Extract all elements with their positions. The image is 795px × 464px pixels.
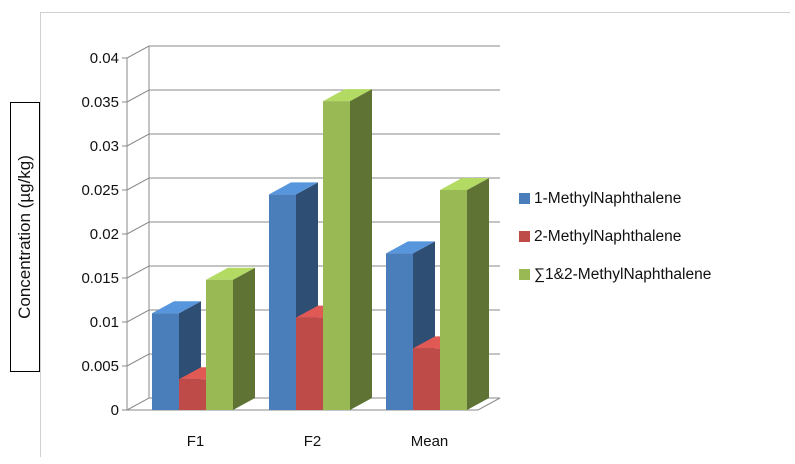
legend-label: ∑1&2-MethylNaphthalene — [534, 266, 711, 283]
y-tick-label: 0.035 — [81, 94, 119, 111]
bar-1-2-methylnaphthalene-f1 — [206, 267, 255, 410]
y-tick-label: 0.015 — [81, 270, 119, 287]
bar-side — [233, 267, 255, 410]
bar-front — [386, 253, 413, 410]
bar-front — [296, 317, 323, 410]
gridline — [126, 89, 500, 103]
bar-front — [413, 348, 440, 410]
legend-swatch — [519, 231, 530, 242]
x-category-label: F2 — [304, 433, 322, 450]
x-category-label: Mean — [411, 433, 449, 450]
bar-top — [386, 241, 435, 254]
y-tick-label: 0.025 — [81, 182, 119, 199]
y-tick-label: 0.01 — [90, 314, 119, 331]
bar-front — [206, 279, 233, 410]
y-tick-label: 0.02 — [90, 226, 119, 243]
bar-side — [350, 89, 372, 411]
bar-top — [152, 301, 201, 314]
gridline — [126, 265, 500, 279]
bar-1-2-methylnaphthalene-f2 — [323, 89, 372, 411]
gridline — [126, 133, 500, 147]
gridline — [126, 177, 500, 191]
gridline — [126, 45, 500, 59]
y-tick-label: 0.03 — [90, 138, 119, 155]
legend-label: 1-MethylNaphthalene — [534, 190, 681, 207]
x-category-label: F1 — [187, 433, 205, 450]
gridline — [126, 353, 500, 367]
bar-top — [269, 182, 318, 195]
chart-frame — [40, 12, 790, 457]
gridline — [126, 309, 500, 323]
bar-front — [269, 194, 296, 410]
y-axis-label-box: Concentration (µg/kg) — [10, 102, 40, 372]
bar-top — [440, 178, 489, 190]
y-tick-label: 0.04 — [90, 50, 119, 67]
bar-front — [179, 379, 206, 410]
bar-front — [440, 190, 467, 410]
legend-label: 2-MethylNaphthalene — [534, 228, 681, 245]
legend-item: ∑1&2-MethylNaphthalene — [519, 266, 711, 283]
legend-item: 2-MethylNaphthalene — [519, 228, 681, 245]
y-tick-label: 0 — [111, 402, 119, 419]
bar-front — [323, 101, 350, 411]
bar-side — [467, 178, 489, 410]
y-tick-label: 0.005 — [81, 358, 119, 375]
bar-top — [323, 89, 372, 102]
legend-swatch — [519, 193, 530, 204]
legend-item: 1-MethylNaphthalene — [519, 190, 681, 207]
bar-front — [152, 313, 179, 410]
bar-1-2-methylnaphthalene-mean — [440, 178, 489, 410]
gridline — [126, 221, 500, 235]
legend-swatch — [519, 269, 530, 280]
bar-top — [206, 267, 255, 280]
